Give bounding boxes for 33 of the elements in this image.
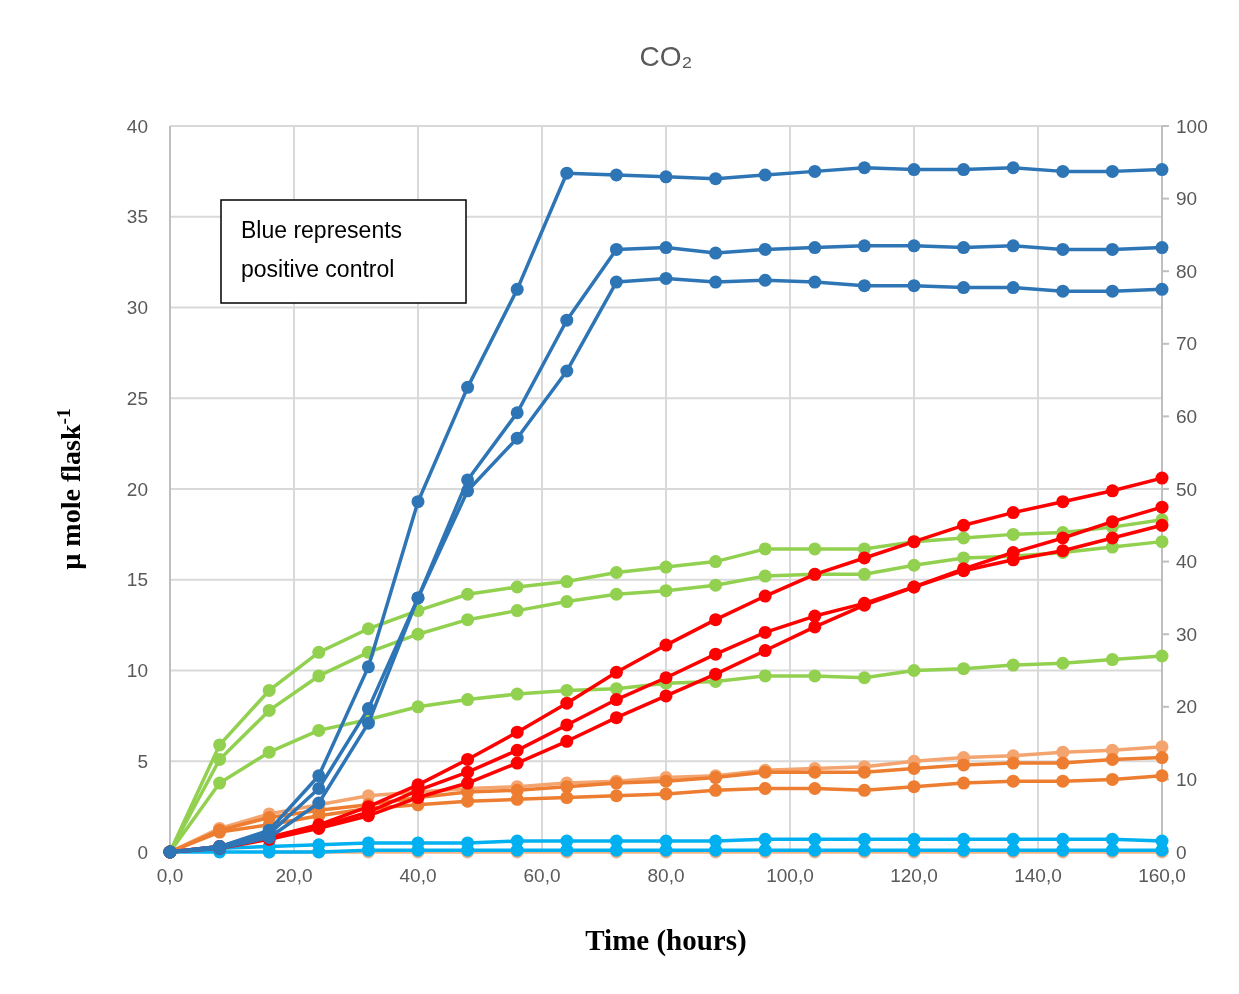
x-tick-label: 80,0 <box>647 865 685 886</box>
x-tick-label: 160,0 <box>1138 865 1186 886</box>
y-tick-label: 40 <box>126 115 148 137</box>
y2-tick-label: 60 <box>1176 406 1198 428</box>
y2-tick-label: 80 <box>1176 260 1198 282</box>
y-tick-label: 30 <box>126 297 148 319</box>
y-tick-label: 0 <box>137 841 148 863</box>
x-tick-label: 140,0 <box>1014 865 1062 886</box>
y2-tick-label: 50 <box>1176 478 1198 500</box>
y2-tick-label: 0 <box>1176 841 1187 863</box>
y2-tick-label: 10 <box>1176 769 1198 791</box>
x-axis-title: Time (hours) <box>585 924 747 957</box>
x-tick-label: 20,0 <box>275 865 313 886</box>
y2-tick-label: 40 <box>1176 551 1198 573</box>
y-tick-label: 15 <box>126 569 148 591</box>
x-tick-label: 60,0 <box>523 865 561 886</box>
y-tick-label: 35 <box>126 206 148 228</box>
x-tick-label: 100,0 <box>766 865 814 886</box>
annotation: Blue represents positive control <box>241 217 403 282</box>
note-box: Blue represents positive control <box>220 199 467 304</box>
x-tick-label: 0,0 <box>156 865 184 886</box>
y-tick-label: 5 <box>137 750 148 772</box>
x-tick-label: 40,0 <box>399 865 437 886</box>
y2-tick-label: 100 <box>1176 115 1208 137</box>
y2-tick-label: 90 <box>1176 188 1198 210</box>
y-tick-label: 10 <box>126 660 148 682</box>
y2-tick-label: 70 <box>1176 333 1198 355</box>
y2-tick-label: 30 <box>1176 623 1198 645</box>
chart-title: CO₂ <box>639 41 693 72</box>
x-tick-label: 120,0 <box>890 865 938 886</box>
y-tick-label: 20 <box>126 478 148 500</box>
y2-tick-label: 20 <box>1176 696 1198 718</box>
y-tick-label: 25 <box>126 387 148 409</box>
